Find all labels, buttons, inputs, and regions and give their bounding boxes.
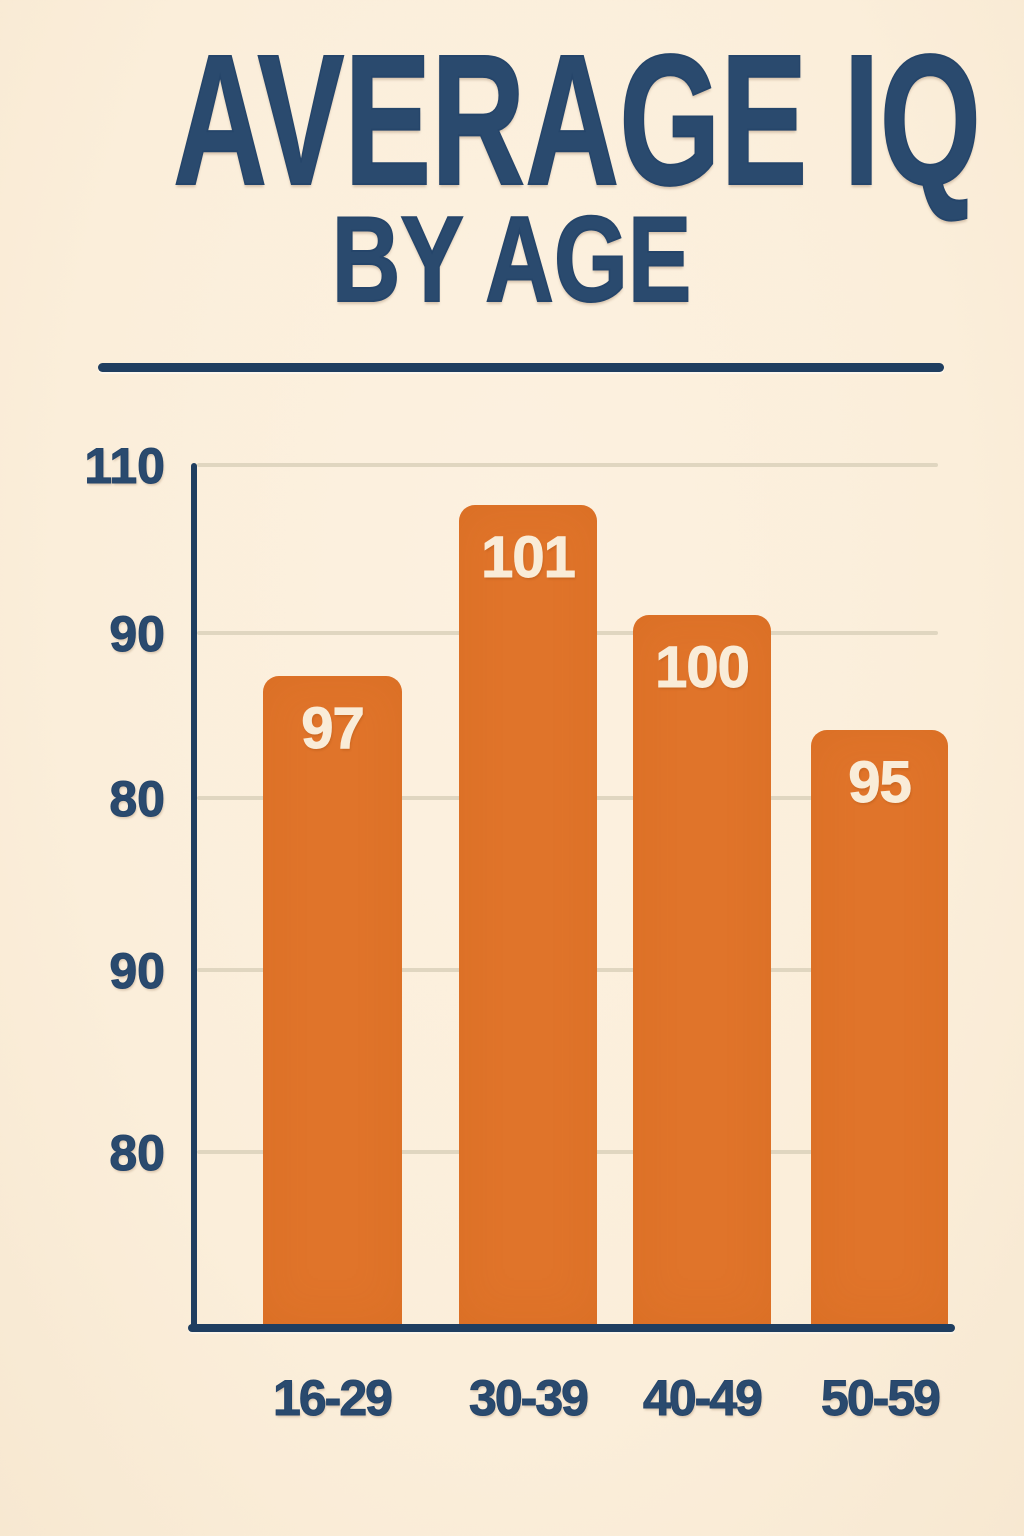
x-tick-label-50-59: 50-59 bbox=[821, 1370, 942, 1427]
page-subtitle: BY AGE bbox=[0, 191, 1024, 327]
page-title: AVERAGE IQ bbox=[0, 17, 1024, 224]
bar-30-39: 101 bbox=[459, 505, 597, 1324]
x-tick-label-16-29: 16-29 bbox=[273, 1370, 394, 1427]
page-title-text: AVERAGE IQ bbox=[172, 17, 981, 224]
x-tick-label-40-49: 40-49 bbox=[643, 1370, 764, 1427]
y-tick-label: 80 bbox=[109, 771, 166, 827]
y-tick-label: 80 bbox=[109, 1125, 166, 1181]
page-subtitle-text: BY AGE bbox=[331, 191, 692, 327]
bar-value-label: 97 bbox=[301, 696, 366, 761]
bar-value-label: 95 bbox=[848, 750, 913, 815]
bar-value-label: 100 bbox=[655, 635, 751, 700]
bar-16-29: 97 bbox=[263, 676, 402, 1324]
title-divider bbox=[98, 363, 944, 372]
y-tick-label: 110 bbox=[84, 438, 166, 494]
gridline-110 bbox=[197, 463, 938, 467]
x-axis-line bbox=[188, 1324, 955, 1332]
bar-50-59: 95 bbox=[811, 730, 948, 1324]
y-tick-label: 90 bbox=[109, 606, 166, 662]
bar-40-49: 100 bbox=[633, 615, 771, 1324]
bar-value-label: 101 bbox=[481, 525, 577, 590]
y-axis-line bbox=[191, 463, 197, 1329]
y-tick-label: 90 bbox=[109, 943, 166, 999]
x-tick-label-30-39: 30-39 bbox=[469, 1370, 590, 1427]
